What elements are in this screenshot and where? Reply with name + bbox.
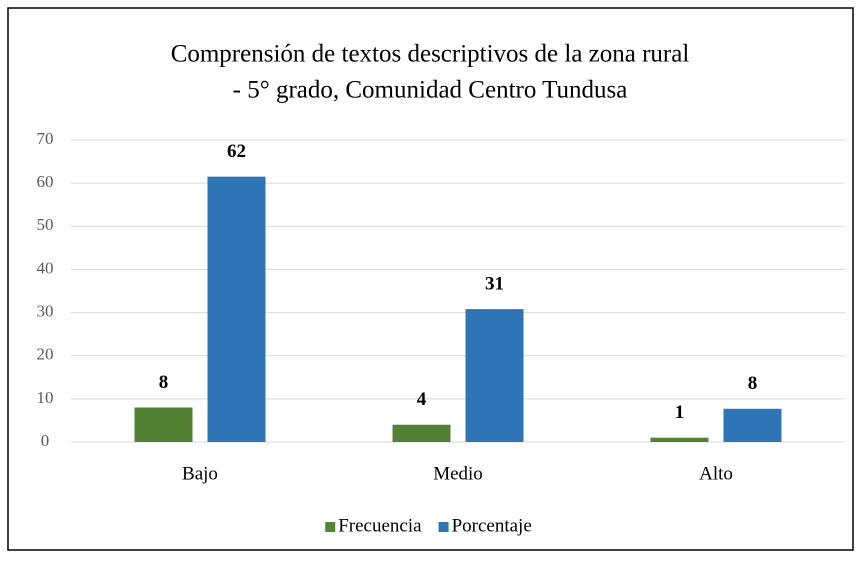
data-label: 31 — [485, 273, 504, 294]
chart-title: - 5° grado, Comunidad Centro Tundusa — [233, 77, 628, 104]
legend-label: Porcentaje — [452, 515, 532, 536]
data-label: 8 — [748, 373, 758, 394]
chart-frame — [7, 7, 854, 551]
x-tick-label: Medio — [433, 463, 483, 484]
y-tick-label: 70 — [37, 129, 54, 148]
y-tick-label: 60 — [37, 172, 54, 191]
y-tick-label: 40 — [37, 258, 54, 277]
y-tick-label: 30 — [37, 301, 54, 320]
bar — [465, 309, 524, 442]
data-label: 4 — [417, 389, 427, 410]
data-label: 8 — [159, 372, 169, 393]
bar — [207, 176, 266, 442]
data-label: 62 — [227, 141, 246, 162]
data-label: 1 — [675, 402, 685, 423]
legend-swatch — [438, 522, 449, 532]
x-tick-label: Alto — [699, 463, 733, 484]
chart-title: Comprensión de textos descriptivos de la… — [171, 41, 690, 68]
x-tick-label: Bajo — [182, 463, 218, 484]
bar — [650, 437, 709, 442]
bar — [723, 408, 782, 442]
y-tick-label: 10 — [37, 388, 54, 407]
legend-swatch — [325, 522, 336, 532]
y-tick-label: 50 — [37, 215, 54, 234]
bar — [392, 424, 451, 442]
legend-label: Frecuencia — [338, 515, 422, 536]
y-tick-label: 0 — [41, 431, 50, 450]
bar — [134, 407, 193, 442]
y-tick-label: 20 — [37, 345, 54, 364]
